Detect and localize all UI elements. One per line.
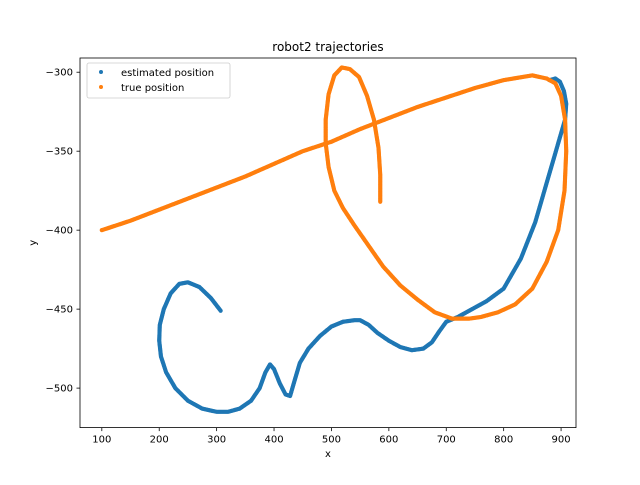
y-ticks: −300 −350 −400 −450 −500	[46, 68, 80, 395]
x-tick-label: 100	[92, 435, 111, 446]
y-axis-label: y	[28, 240, 39, 246]
legend-marker-estimated	[99, 70, 103, 74]
x-tick-label: 900	[552, 435, 571, 446]
y-tick-label: −400	[46, 226, 73, 237]
x-axis-label: x	[325, 449, 331, 460]
legend-marker-true	[99, 85, 103, 89]
legend-label-estimated: estimated position	[121, 68, 214, 79]
x-ticks: 100 200 300 400 500 600 700 800 900	[92, 427, 571, 446]
x-tick-label: 300	[207, 435, 226, 446]
x-tick-label: 700	[437, 435, 456, 446]
y-tick-label: −300	[46, 68, 73, 79]
y-tick-label: −350	[46, 147, 73, 158]
x-tick-label: 600	[379, 435, 398, 446]
x-tick-label: 400	[264, 435, 283, 446]
axes-frame	[79, 57, 577, 429]
legend-box	[86, 62, 231, 99]
y-tick-label: −450	[46, 305, 73, 316]
x-tick-label: 200	[150, 435, 169, 446]
x-tick-label: 800	[494, 435, 513, 446]
y-tick-label: −500	[46, 384, 73, 395]
marks-layer	[99, 65, 569, 414]
series-1	[99, 65, 569, 321]
legend-label-true: true position	[121, 83, 184, 94]
legend: estimated position true position	[86, 62, 231, 99]
x-tick-label: 500	[322, 435, 341, 446]
data-point	[378, 199, 383, 204]
chart-title: robot2 trajectories	[272, 40, 383, 54]
